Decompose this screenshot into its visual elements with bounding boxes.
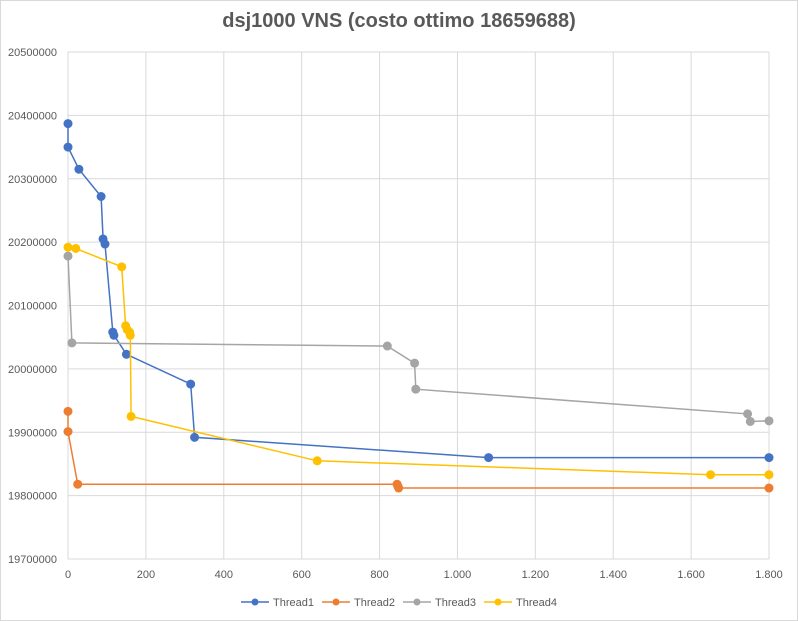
- data-point: [190, 432, 200, 442]
- data-point: [186, 379, 196, 389]
- y-tick-label: 19800000: [8, 491, 57, 503]
- legend-label: Thread4: [516, 597, 557, 609]
- legend-item-thread4: Thread4: [484, 597, 557, 609]
- x-tick-label: 600: [292, 569, 310, 581]
- data-point: [74, 164, 84, 174]
- chart-title: dsj1000 VNS (costo ottimo 18659688): [222, 10, 576, 32]
- data-point: [117, 262, 127, 272]
- data-point: [764, 416, 774, 426]
- data-point: [63, 119, 73, 129]
- data-point: [100, 239, 110, 249]
- y-tick-label: 19700000: [8, 554, 57, 566]
- y-tick-label: 20000000: [8, 364, 57, 376]
- data-point: [706, 470, 716, 480]
- data-point: [764, 453, 774, 463]
- data-point: [394, 483, 404, 493]
- data-point: [312, 456, 322, 466]
- legend-marker-swatch: [332, 598, 340, 606]
- data-point: [745, 416, 755, 426]
- y-tick-label: 20400000: [8, 110, 57, 122]
- y-tick-label: 20200000: [8, 237, 57, 249]
- legend-item-thread2: Thread2: [322, 597, 395, 609]
- x-tick-label: 1.400: [599, 569, 627, 581]
- data-point: [126, 411, 136, 421]
- data-point: [63, 251, 73, 261]
- data-point: [67, 338, 77, 348]
- data-point: [73, 479, 83, 489]
- data-point: [125, 330, 135, 340]
- legend-item-thread1: Thread1: [241, 597, 314, 609]
- data-point: [63, 142, 73, 152]
- data-point: [96, 191, 106, 201]
- series-thread3: [63, 251, 774, 426]
- legend-label: Thread2: [354, 597, 395, 609]
- legend-item-thread3: Thread3: [403, 597, 476, 609]
- y-tick-label: 20300000: [8, 174, 57, 186]
- data-point: [484, 453, 494, 463]
- data-point: [764, 483, 774, 493]
- x-tick-label: 1.600: [677, 569, 705, 581]
- legend-marker-swatch: [251, 598, 259, 606]
- legend-marker-swatch: [494, 598, 502, 606]
- x-tick-label: 1.800: [755, 569, 783, 581]
- x-tick-label: 1.200: [522, 569, 550, 581]
- data-point: [382, 341, 392, 351]
- legend-marker-swatch: [413, 598, 421, 606]
- series-layer: [63, 119, 774, 493]
- x-tick-label: 0: [65, 569, 71, 581]
- data-point: [411, 384, 421, 394]
- legend-label: Thread3: [435, 597, 476, 609]
- series-thread4: [63, 242, 774, 480]
- data-point: [63, 427, 73, 437]
- series-thread2: [63, 406, 774, 493]
- series-line: [67, 411, 769, 489]
- y-tick-label: 20500000: [8, 47, 57, 59]
- data-point: [743, 409, 753, 419]
- data-point: [63, 406, 73, 416]
- series-thread1: [63, 119, 774, 463]
- data-point: [109, 330, 119, 340]
- x-tick-label: 400: [215, 569, 233, 581]
- y-tick-label: 19900000: [8, 427, 57, 439]
- legend: Thread1 Thread2 Thread3 Thread4: [241, 597, 557, 609]
- data-point: [764, 470, 774, 480]
- tick-layer: 19700000 19800000 19900000 20000000 20100000…: [8, 47, 783, 581]
- data-point: [63, 242, 73, 252]
- data-point: [71, 243, 81, 253]
- legend-label: Thread1: [273, 597, 314, 609]
- x-tick-label: 800: [370, 569, 388, 581]
- data-point: [121, 349, 131, 359]
- series-line: [67, 256, 770, 423]
- x-tick-label: 200: [137, 569, 155, 581]
- x-tick-label: 1.000: [444, 569, 472, 581]
- data-point: [410, 358, 420, 368]
- grid-layer: [67, 51, 770, 560]
- y-tick-label: 20100000: [8, 301, 57, 313]
